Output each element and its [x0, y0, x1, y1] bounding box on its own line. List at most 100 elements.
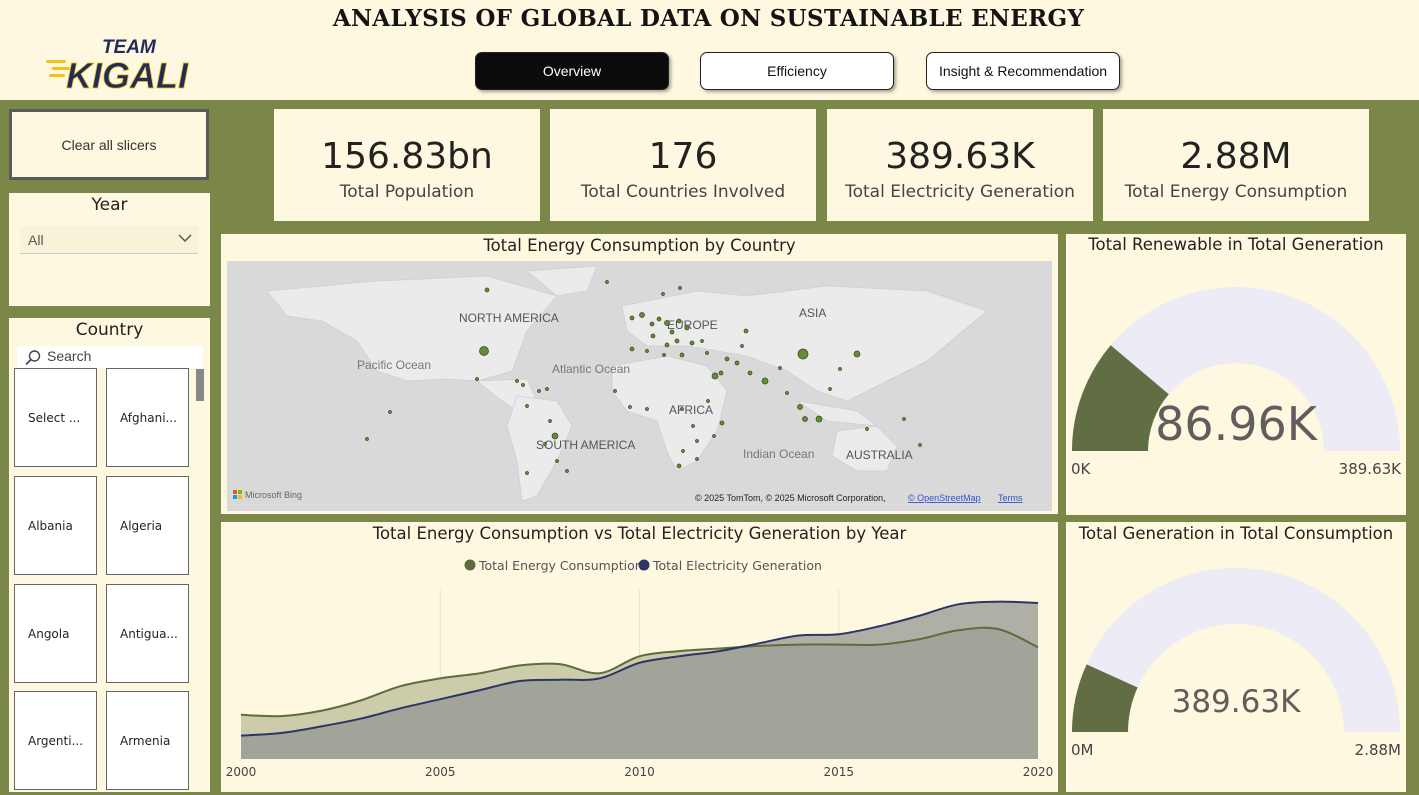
map-title: Total Energy Consumption by Country [483, 236, 796, 255]
map-bubble [902, 417, 906, 421]
country-tile[interactable]: Argenti... [14, 691, 97, 790]
gauge-fill [1072, 345, 1169, 451]
kpi-value: 156.83bn [321, 136, 493, 177]
map-bubble [628, 405, 632, 409]
map-bubble [548, 419, 552, 423]
country-tile[interactable]: Albania [14, 476, 97, 575]
map-bubble [555, 459, 559, 463]
map-bubble [525, 471, 529, 475]
legend-label: Total Electricity Generation [652, 558, 822, 573]
tab-overview[interactable]: Overview [475, 52, 669, 90]
kpi-label: Total Energy Consumption [1124, 182, 1348, 202]
kpi-label: Total Electricity Generation [845, 182, 1075, 202]
year-dropdown-value: All [28, 232, 44, 248]
country-tile[interactable]: Algeria [106, 476, 189, 575]
svg-text:KIGALI: KIGALI [66, 55, 189, 96]
kpi-label: Total Countries Involved [580, 182, 786, 202]
map-bubble [785, 391, 789, 395]
world-map[interactable]: NORTH AMERICA SOUTH AMERICA EUROPE ASIA … [227, 261, 1052, 511]
map-bubble [681, 449, 685, 453]
generation-gauge[interactable]: 389.63K 0M 2.88M [1066, 522, 1406, 792]
country-scrollbar[interactable] [196, 369, 204, 401]
svg-text:TEAM: TEAM [102, 37, 157, 58]
clear-all-slicers-button[interactable]: Clear all slicers [9, 109, 209, 180]
map-bubble [695, 439, 699, 443]
area-chart[interactable]: Total Energy Consumption Total Electricit… [221, 550, 1058, 792]
map-bubble [645, 349, 649, 353]
map-bubble [629, 346, 635, 352]
label-north-america: NORTH AMERICA [459, 311, 559, 325]
year-slicer: Year All [9, 193, 210, 306]
gauge-title: Total Generation in Total Consumption [1078, 524, 1394, 543]
map-bubble [676, 463, 682, 469]
map-bubble [605, 280, 609, 284]
series-area [241, 601, 1038, 759]
search-icon [25, 350, 41, 366]
label-africa: AFRICA [669, 403, 713, 417]
map-bubble [639, 312, 645, 318]
map-bubble [388, 410, 392, 414]
country-tile[interactable]: Armenia [106, 691, 189, 790]
year-dropdown[interactable]: All [20, 226, 198, 254]
bing-logo: Microsoft Bing [233, 490, 302, 500]
country-tile[interactable]: Antigua... [106, 584, 189, 683]
map-bubble [664, 320, 670, 326]
gauge-fill [1072, 664, 1138, 732]
map-bubble [734, 360, 740, 366]
map-bubble [521, 383, 525, 387]
map-bubble [662, 353, 666, 357]
kpi-value: 176 [648, 136, 718, 177]
gauge-value: 389.63K [1172, 684, 1301, 720]
tab-efficiency[interactable]: Efficiency [700, 52, 894, 90]
map-bubble [684, 325, 690, 331]
energy-consumption-map-card: Total Energy Consumption by Country NORT… [221, 234, 1058, 514]
map-bubble [700, 339, 704, 343]
renewable-gauge-card: Total Renewable in Total Generation 86.9… [1066, 234, 1406, 515]
gauge-max-label: 389.63K [1339, 460, 1402, 478]
svg-text:Microsoft Bing: Microsoft Bing [245, 490, 302, 500]
country-tile[interactable]: Afghani... [106, 368, 189, 467]
country-tile[interactable]: Select ... [14, 368, 97, 467]
map-bubble [543, 442, 547, 446]
map-bubble [661, 292, 665, 296]
team-kigali-logo: TEAM KIGALI [46, 34, 211, 96]
map-bubble [565, 469, 569, 473]
kpi-card-countries: 176 Total Countries Involved [550, 109, 816, 221]
map-bubble [551, 432, 559, 440]
map-bubble [828, 387, 832, 391]
x-tick-label: 2015 [823, 765, 854, 779]
map-bubble [838, 367, 842, 371]
map-bubbles [365, 280, 922, 475]
map-bubble [365, 437, 369, 441]
kpi-label: Total Population [339, 182, 475, 202]
map-bubble [674, 338, 680, 344]
country-tile[interactable]: Angola [14, 584, 97, 683]
terms-link[interactable]: Terms [998, 493, 1023, 503]
renewable-gauge[interactable]: 86.96K 0K 389.63K [1066, 234, 1406, 515]
legend-label: Total Energy Consumption [478, 558, 643, 573]
map-bubble [718, 370, 724, 376]
map-bubble [705, 351, 709, 355]
map-bubble [679, 352, 685, 358]
gauge-max-label: 2.88M [1355, 741, 1401, 759]
map-bubble [711, 372, 719, 380]
map-bubble [724, 356, 730, 362]
chart-title: Total Energy Consumption vs Total Electr… [372, 524, 907, 543]
map-bubble [649, 321, 655, 327]
map-bubble [650, 333, 656, 339]
gauge-min-label: 0M [1071, 741, 1094, 759]
map-bubble [537, 389, 541, 393]
label-south-america: SOUTH AMERICA [536, 438, 635, 452]
kpi-value: 389.63K [885, 136, 1035, 177]
map-bubble [740, 344, 744, 348]
label-australia: AUSTRALIA [846, 448, 913, 462]
map-bubble [645, 407, 649, 411]
tab-insight-recommendation[interactable]: Insight & Recommendation [926, 52, 1120, 90]
map-bubble [613, 389, 617, 393]
map-bubble [747, 370, 753, 376]
kpi-card-electricity-generation: 389.63K Total Electricity Generation [827, 109, 1093, 221]
country-search-input[interactable]: Search [17, 346, 203, 368]
map-bubble [918, 443, 922, 447]
openstreetmap-link[interactable]: © OpenStreetMap [908, 493, 981, 503]
x-tick-label: 2000 [226, 765, 257, 779]
